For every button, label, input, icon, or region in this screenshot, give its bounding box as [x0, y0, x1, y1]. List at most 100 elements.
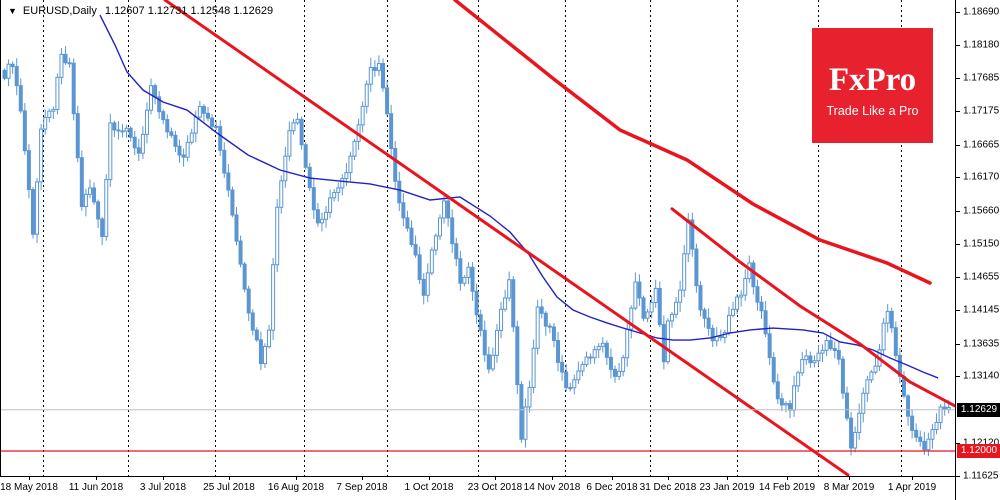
candle-body-bull [617, 370, 622, 377]
candle-body-bull [527, 386, 532, 408]
channel-lower-trendline[interactable] [163, 0, 850, 476]
candle-body-bear [914, 429, 919, 438]
candle-body-bear [608, 356, 613, 370]
candle-body-bull [425, 272, 430, 296]
price-tick-label: 1.16665 [963, 139, 1000, 151]
candle-body-bear [71, 62, 76, 115]
date-tick-mark [96, 476, 97, 480]
candle-body-bull [429, 249, 434, 274]
candle-body-bear [177, 145, 182, 156]
candle-body-bear [551, 326, 556, 341]
candle-body-bear [560, 361, 565, 373]
candle-body-bear [775, 381, 780, 400]
date-tick-label: 14 Feb 2019 [758, 482, 816, 493]
candle-body-bull [43, 116, 48, 130]
candle-body-bull [665, 320, 670, 363]
candle-body-bull [629, 307, 634, 330]
candle-body-bull [674, 301, 679, 315]
candle-body-bull [800, 359, 805, 374]
candle-body-bull [39, 128, 44, 183]
fxpro-logo-tagline: Trade Like a Pro [826, 103, 919, 118]
date-tick-mark [229, 476, 230, 480]
candle-body-bull [576, 370, 581, 381]
candle-body-bull [592, 349, 597, 359]
channel-upper-trendline[interactable] [453, 0, 932, 285]
candle-body-bull [820, 349, 825, 354]
level-price-marker: 1.12000 [957, 443, 1000, 458]
candlestick-plot-area[interactable] [0, 0, 955, 476]
price-tick-mark [956, 45, 960, 47]
candle-body-bear [706, 317, 711, 329]
candle-body-bull [376, 63, 381, 71]
candle-body-bear [897, 355, 902, 377]
candle-body-bear [303, 144, 308, 168]
candle-body-bull [328, 197, 333, 213]
candle-body-bear [539, 306, 544, 314]
candle-body-bull [645, 311, 650, 319]
candle-body-bear [694, 248, 699, 287]
candle-body-bear [413, 243, 418, 256]
candle-body-bull [739, 294, 744, 298]
candle-body-bear [385, 87, 390, 115]
candle-body-bull [59, 53, 64, 78]
candle-body-bull [352, 140, 357, 157]
channel-inner-trendline[interactable] [670, 207, 955, 408]
candle-body-bull [649, 301, 654, 313]
candle-body-bear [918, 436, 923, 442]
candle-body-bear [808, 355, 813, 364]
candle-body-bear [315, 209, 320, 224]
candle-body-bull [490, 354, 495, 370]
date-tick-mark [612, 476, 613, 480]
candle-body-bull [104, 179, 109, 237]
date-tick-label: 3 Jul 2018 [139, 482, 187, 493]
candle-body-bull [35, 181, 40, 235]
candle-body-bull [344, 172, 349, 180]
candle-body-bear [405, 217, 410, 229]
price-tick-mark [956, 210, 960, 212]
date-tick-label: 25 Jul 2018 [203, 482, 255, 493]
candle-body-bear [250, 312, 255, 331]
date-tick-mark [787, 476, 788, 480]
candle-body-bull [938, 406, 943, 423]
candle-body-bear [519, 384, 524, 440]
candle-body-bear [759, 301, 764, 312]
candle-body-bear [100, 218, 105, 237]
candle-body-bull [523, 406, 528, 440]
candle-body-bear [942, 406, 947, 410]
candle-body-bear [299, 118, 304, 146]
candle-body-bear [511, 279, 516, 328]
candle-body-bear [173, 134, 178, 147]
candle-body-bull [857, 412, 862, 433]
price-axis[interactable]: 1.18690 1.18180 1.17685 1.17175 1.16665 1.161… [955, 0, 1000, 500]
candle-body-bull [336, 187, 341, 193]
candle-body-bull [682, 253, 687, 291]
candle-body-bear [771, 357, 776, 383]
candle-body-bear [161, 111, 166, 121]
candle-body-bear [718, 335, 723, 339]
candle-body-bear [641, 297, 646, 319]
candle-body-bull [437, 217, 442, 237]
candle-body-bull [743, 278, 748, 296]
candle-body-bear [26, 150, 31, 191]
price-tick-mark [956, 144, 960, 146]
candle-body-bear [246, 288, 251, 314]
candle-body-bear [79, 157, 84, 208]
candle-body-bear [613, 368, 617, 377]
candle-body-bull [83, 193, 88, 208]
candle-body-bear [478, 314, 483, 331]
candle-body-bull [262, 346, 267, 365]
price-tick-label: 1.18690 [963, 6, 1000, 18]
candle-body-bull [324, 211, 329, 220]
candle-body-bull [108, 122, 113, 181]
date-axis[interactable]: 18 May 2018 11 Jun 2018 3 Jul 2018 25 Jul 2… [0, 476, 955, 500]
candle-body-bear [788, 403, 793, 411]
candle-body-bull [926, 438, 931, 451]
collapse-triangle-icon[interactable]: ▼ [8, 5, 17, 16]
date-tick-label: 1 Apr 2019 [887, 482, 937, 493]
price-tick-label: 1.14655 [963, 271, 1000, 283]
candle-body-bull [885, 310, 890, 324]
candle-body-bull [348, 155, 353, 174]
candle-body-bull [144, 109, 149, 135]
candle-body-bull [295, 118, 300, 124]
moving-average-line [99, 14, 939, 379]
